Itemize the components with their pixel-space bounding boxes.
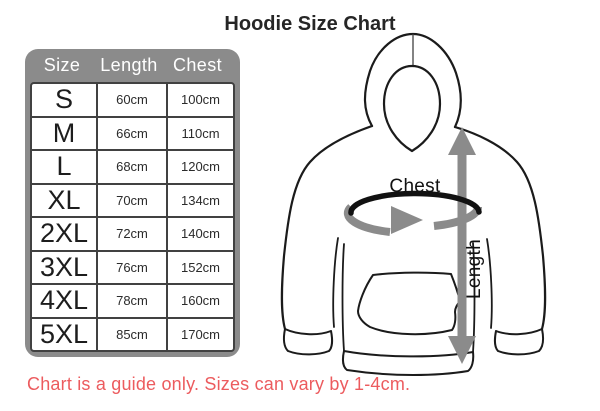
table-row-size: XL xyxy=(32,184,96,216)
table-row-length: 72cm xyxy=(98,218,166,250)
size-table-body: S 60cm 100cm M 66cm 110cm L 68cm 120cm X… xyxy=(30,82,235,352)
face-opening xyxy=(382,64,442,153)
table-row-length: 78cm xyxy=(98,285,166,317)
table-row-length: 85cm xyxy=(98,318,166,350)
table-row-chest: 152cm xyxy=(168,251,233,283)
table-row-chest: 120cm xyxy=(168,151,233,183)
table-row-size: 3XL xyxy=(32,251,96,283)
left-inner-sleeve-line xyxy=(332,237,339,328)
table-row-size: L xyxy=(32,151,96,183)
chest-measure-label: Chest xyxy=(389,176,441,197)
hem-bottom-outline xyxy=(342,350,475,376)
size-table: Size Length Chest S 60cm 100cm M 66cm 11… xyxy=(25,49,240,357)
left-sleeve-outline xyxy=(280,124,374,331)
length-arrowhead-up xyxy=(448,127,476,155)
table-row-chest: 100cm xyxy=(168,84,233,116)
table-row-length: 70cm xyxy=(98,184,166,216)
table-row-chest: 160cm xyxy=(168,285,233,317)
table-row-chest: 140cm xyxy=(168,218,233,250)
disclaimer-note: Chart is a guide only. Sizes can vary by… xyxy=(27,374,411,394)
header-size: Size xyxy=(43,55,81,75)
chest-arrow-right-arc xyxy=(433,206,482,230)
chest-ellipse-top-arc xyxy=(348,190,482,216)
length-arrowhead-down xyxy=(448,336,476,364)
table-row-size: 5XL xyxy=(32,318,96,350)
left-body-line xyxy=(341,243,345,352)
table-row-size: M xyxy=(32,117,96,149)
table-row-size: 4XL xyxy=(32,285,96,317)
right-cuff xyxy=(493,328,544,356)
length-measure-label: Length xyxy=(464,239,485,299)
hood-outline xyxy=(363,32,462,129)
table-row-length: 68cm xyxy=(98,151,166,183)
hem-top-line xyxy=(343,350,474,358)
table-row-length: 66cm xyxy=(98,117,166,149)
header-chest: Chest xyxy=(172,55,223,75)
table-row-chest: 110cm xyxy=(168,117,233,149)
table-row-size: S xyxy=(32,84,96,116)
length-arrow xyxy=(448,127,476,364)
page-title: Hoodie Size Chart xyxy=(224,13,396,35)
pocket-outline xyxy=(357,271,461,336)
table-row-chest: 170cm xyxy=(168,318,233,350)
header-length: Length xyxy=(100,55,158,75)
right-body-line xyxy=(472,242,476,353)
left-cuff xyxy=(283,328,334,356)
size-table-header: Size Length Chest xyxy=(30,49,235,82)
table-row-size: 2XL xyxy=(32,218,96,250)
right-sleeve-outline xyxy=(453,125,547,331)
chest-arrowhead xyxy=(391,206,423,234)
table-row-length: 60cm xyxy=(98,84,166,116)
table-row-chest: 134cm xyxy=(168,184,233,216)
right-inner-sleeve-line xyxy=(486,238,493,329)
table-row-length: 76cm xyxy=(98,251,166,283)
